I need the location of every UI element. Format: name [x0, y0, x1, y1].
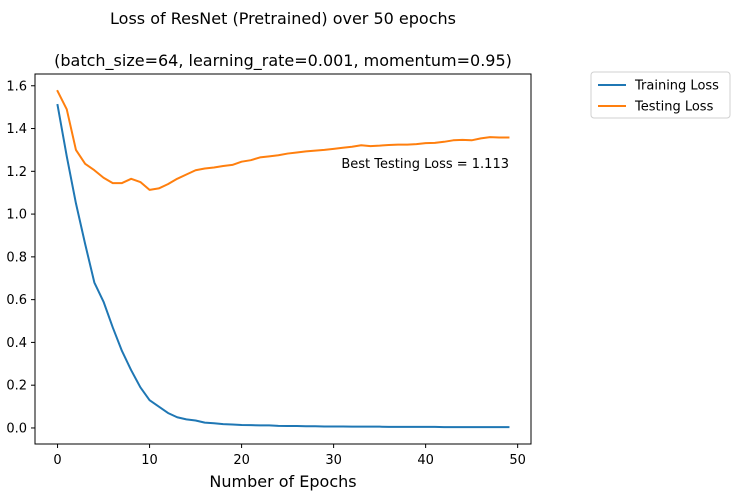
legend-label-testing-loss: Testing Loss: [634, 100, 714, 115]
x-tick-label: 10: [141, 453, 158, 468]
best-testing-loss-annotation: Best Testing Loss = 1.113: [341, 157, 509, 172]
y-tick-label: 0.6: [6, 293, 27, 308]
y-tick-label: 0.2: [6, 379, 27, 394]
plot-frame: [34, 73, 532, 445]
y-tick-label: 0.8: [6, 250, 27, 265]
y-tick-label: 1.2: [6, 165, 27, 180]
y-tick-label: 0.0: [6, 421, 27, 436]
y-axis-ticks: 0.0 0.2 0.4 0.6 0.8 1.0 1.2 1.4 1.6: [6, 79, 35, 436]
legend: Training Loss Testing Loss: [590, 71, 731, 119]
series-line-training-loss: [56, 103, 510, 429]
y-tick-label: 0.4: [6, 336, 27, 351]
series-line-testing-loss: [56, 89, 510, 191]
y-tick-label: 1.4: [6, 122, 27, 137]
x-axis-label: Number of Epochs: [209, 472, 356, 491]
chart-subtitle: (batch_size=64, learning_rate=0.001, mom…: [54, 51, 512, 71]
x-tick-label: 20: [233, 453, 250, 468]
legend-label-training-loss: Training Loss: [634, 79, 719, 94]
chart-title: Loss of ResNet (Pretrained) over 50 epoc…: [110, 9, 456, 28]
x-tick-label: 0: [53, 453, 61, 468]
y-tick-label: 1.0: [6, 208, 27, 223]
x-tick-label: 50: [509, 453, 526, 468]
x-tick-label: 40: [417, 453, 434, 468]
x-tick-label: 30: [325, 453, 342, 468]
plot-lines: [56, 89, 510, 429]
y-tick-label: 1.6: [6, 79, 27, 94]
x-axis-ticks: 0 10 20 30 40 50: [53, 444, 526, 468]
